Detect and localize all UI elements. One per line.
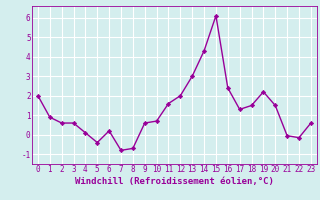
X-axis label: Windchill (Refroidissement éolien,°C): Windchill (Refroidissement éolien,°C) [75,177,274,186]
